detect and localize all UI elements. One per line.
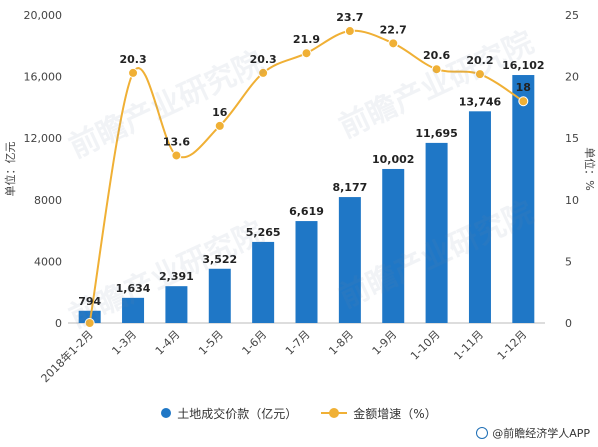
line-point: [388, 38, 399, 49]
legend-line-label: 金额增速（%）: [353, 406, 437, 421]
bar: [165, 286, 188, 323]
y-tick-label: 0: [55, 317, 62, 330]
y2-tick-label: 5: [565, 255, 572, 268]
line-point: [214, 120, 225, 131]
x-tick-label: 1-6月: [240, 328, 270, 358]
line-point: [301, 48, 312, 59]
bar: [295, 221, 318, 323]
y-axis-title: 单位：亿元: [3, 142, 17, 197]
line-point: [344, 26, 355, 37]
line-point: [518, 96, 529, 107]
line-series: [84, 26, 529, 328]
line-value-label: 16: [212, 106, 228, 119]
y-tick-label: 20,000: [24, 9, 63, 22]
y2-tick-label: 25: [565, 9, 579, 22]
line-value-label: 20.3: [250, 53, 277, 66]
legend-bar-swatch: [161, 408, 172, 418]
legend-bar-label: 土地成交价款（亿元）: [177, 406, 298, 421]
y-tick-label: 4000: [34, 255, 62, 268]
legend-item-line: 金额增速（%）: [321, 405, 437, 422]
bar-value-label: 5,265: [246, 226, 281, 239]
line-value-label: 20.2: [466, 54, 493, 67]
source-credit: @前瞻经济学人APP: [476, 425, 590, 441]
data-labels: 7941,6342,3913,5225,2656,6198,17710,0021…: [78, 11, 544, 308]
source-logo-icon: [476, 427, 489, 439]
bar: [382, 168, 405, 323]
x-tick-label: 1-4月: [153, 328, 183, 358]
line-value-label: 21.9: [293, 33, 320, 46]
chart: 0 4000 8000 12,000 16,000 20,000 0 5 10 15 20 25 单位：…: [3, 9, 597, 385]
y2-tick-label: 20: [565, 71, 579, 84]
line-point: [474, 69, 485, 80]
bar-value-label: 11,695: [415, 127, 457, 140]
bar: [338, 197, 361, 323]
x-tick-label: 1-10月: [408, 328, 443, 363]
bar-value-label: 13,746: [459, 95, 502, 108]
x-tick-label: 1-7月: [283, 328, 313, 358]
bar: [122, 297, 145, 323]
y2-axis-title: 单位：%: [583, 147, 597, 190]
bar-value-label: 10,002: [372, 153, 414, 166]
bar: [512, 75, 535, 323]
x-tick-label: 1-8月: [326, 328, 356, 358]
legend-item-bar: 土地成交价款（亿元）: [161, 405, 297, 422]
y2-tick-label: 10: [565, 194, 579, 207]
line-point: [128, 67, 139, 78]
line-value-label: 23.7: [336, 11, 363, 24]
x-tick-label: 1-12月: [495, 328, 530, 363]
bar-value-label: 794: [78, 295, 101, 308]
legend-line-swatch: [321, 408, 348, 418]
line-point: [171, 150, 182, 161]
line-point: [431, 64, 442, 75]
x-tick-label: 1-3月: [109, 328, 139, 358]
line-point: [258, 67, 269, 78]
y-tick-label: 16,000: [24, 71, 63, 84]
bar: [208, 268, 231, 323]
x-tick-label: 1-5月: [196, 328, 226, 358]
x-tick-label: 1-11月: [451, 328, 486, 363]
bar: [425, 142, 448, 323]
y-tick-label: 8000: [34, 194, 62, 207]
y2-tick-label: 15: [565, 132, 579, 145]
bar-value-label: 16,102: [502, 59, 544, 72]
bar-value-label: 1,634: [116, 282, 151, 295]
line-value-label: 18: [516, 81, 531, 94]
line-value-label: 13.6: [163, 135, 190, 148]
x-tick-label: 1-9月: [370, 328, 400, 358]
bar-value-label: 2,391: [159, 270, 194, 283]
bar-value-label: 3,522: [202, 253, 237, 266]
y-tick-label: 12,000: [24, 132, 63, 145]
legend: 土地成交价款（亿元） 金额增速（%）: [0, 400, 598, 426]
bar: [468, 111, 491, 323]
bar-series: [78, 75, 535, 323]
source-text: @前瞻经济学人APP: [492, 427, 590, 440]
line-point: [84, 318, 95, 328]
bar-value-label: 8,177: [332, 181, 367, 194]
y2-tick-label: 0: [565, 317, 572, 330]
x-tick-label: 2018年1-2月: [38, 327, 96, 385]
line-value-label: 22.7: [380, 23, 407, 36]
line-value-label: 20.6: [423, 49, 450, 62]
bar-value-label: 6,619: [289, 205, 324, 218]
bar: [252, 241, 275, 323]
line-value-label: 20.3: [119, 53, 146, 66]
